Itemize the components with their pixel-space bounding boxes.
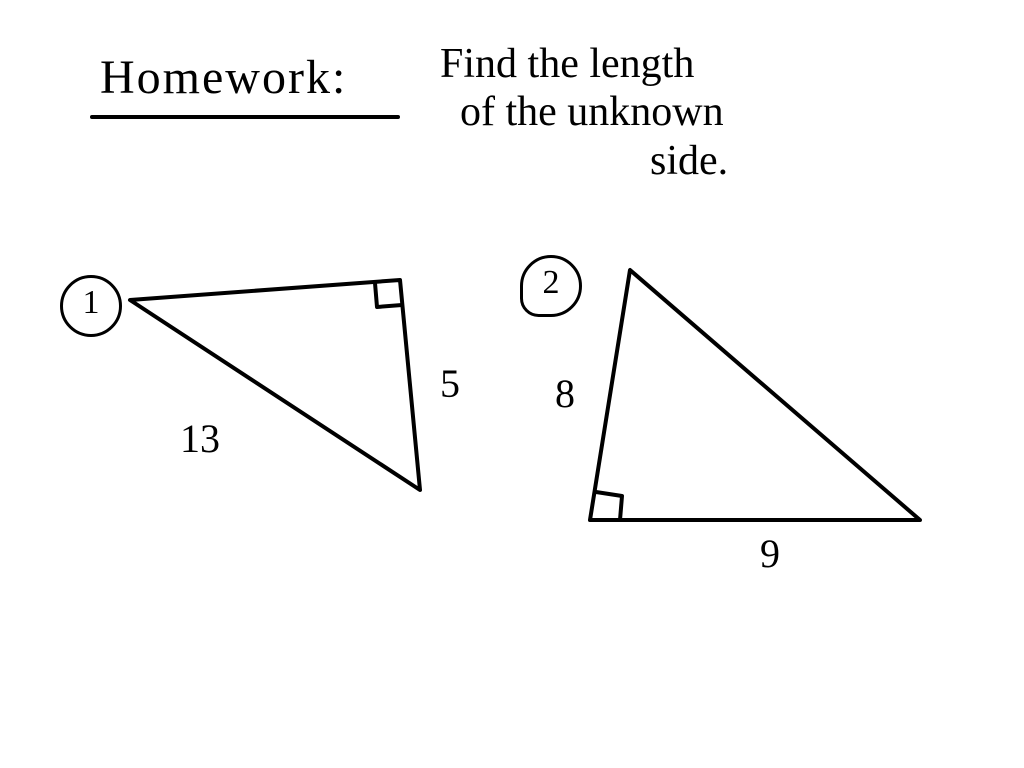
problem-2-marker: 2 [520, 255, 582, 317]
triangle-1-side-label: 5 [440, 360, 460, 407]
problem-1-number: 1 [83, 284, 100, 321]
worksheet-canvas: Homework: Find the length of the unknown… [0, 0, 1024, 768]
triangle-1-hypotenuse-label: 13 [180, 415, 220, 462]
problem-1-marker: 1 [60, 275, 122, 337]
triangle-2-leg-a-label: 8 [555, 370, 575, 417]
triangle-1 [130, 280, 450, 520]
homework-title: Homework: [100, 50, 347, 105]
triangle-1-outline [130, 280, 420, 490]
triangle-2-right-angle-icon [596, 492, 622, 520]
instruction-text: Find the length of the unknown side. [440, 40, 1000, 185]
triangle-2 [590, 270, 950, 560]
instruction-line-2: of the unknown [460, 88, 1000, 136]
triangle-2-outline [590, 270, 920, 520]
problem-2-number: 2 [543, 264, 560, 301]
instruction-line-3: side. [650, 137, 1000, 185]
triangle-1-right-angle-icon [375, 283, 402, 307]
triangle-2-leg-b-label: 9 [760, 530, 780, 577]
instruction-line-1: Find the length [440, 40, 1000, 88]
title-underline [90, 115, 400, 119]
